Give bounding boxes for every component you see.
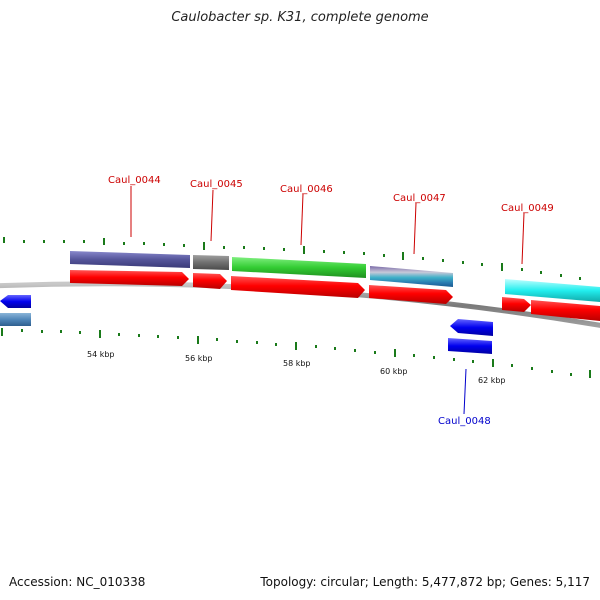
gene-caul-0046-cog-block[interactable] xyxy=(232,257,366,278)
inner-tick-row xyxy=(1,328,591,378)
scale-label-58kbp: 58 kbp xyxy=(283,359,311,368)
leader-caul-0047 xyxy=(413,202,417,255)
label-caul-0047[interactable]: Caul_0047 xyxy=(393,193,446,204)
outer-tick-row xyxy=(3,237,581,280)
gene-caul-0048-arrow[interactable] xyxy=(450,319,493,336)
gene-caul-0049a-arrow[interactable] xyxy=(502,297,531,312)
genome-title: Caulobacter sp. K31, complete genome xyxy=(171,10,429,25)
gene-caul-0047-cog-block[interactable] xyxy=(370,266,453,287)
label-caul-0046[interactable]: Caul_0046 xyxy=(280,184,333,195)
label-leaders xyxy=(130,186,525,415)
leader-caul-0045 xyxy=(210,189,214,242)
leader-caul-0049 xyxy=(521,212,525,265)
gene-caul-0044-arrow[interactable] xyxy=(70,270,189,286)
scale-label-60kbp: 60 kbp xyxy=(380,367,408,376)
scale-label-62kbp: 62 kbp xyxy=(478,376,506,385)
leader-caul-0048 xyxy=(463,368,467,415)
label-caul-0045[interactable]: Caul_0045 xyxy=(190,179,243,190)
gene-caul-0046-arrow[interactable] xyxy=(231,276,365,298)
gene-left-edge-cog-block[interactable] xyxy=(0,313,31,326)
gene-caul-0044-cog-block[interactable] xyxy=(70,251,190,268)
gene-caul-0049b-arrow[interactable] xyxy=(531,300,600,321)
label-caul-0049[interactable]: Caul_0049 xyxy=(501,203,554,214)
scale-label-56kbp: 56 kbp xyxy=(185,354,213,363)
label-caul-0044[interactable]: Caul_0044 xyxy=(108,175,161,186)
gene-caul-0047-arrow[interactable] xyxy=(369,285,453,304)
genome-summary-text: Topology: circular; Length: 5,477,872 bp… xyxy=(260,575,590,589)
gene-caul-0048-cog-block[interactable] xyxy=(448,338,492,354)
scale-label-54kbp: 54 kbp xyxy=(87,350,115,359)
gene-caul-0049-cog-block[interactable] xyxy=(505,279,600,302)
accession-text: Accession: NC_010338 xyxy=(9,575,146,589)
label-caul-0048[interactable]: Caul_0048 xyxy=(438,416,491,427)
leader-caul-0046 xyxy=(300,193,304,246)
gene-caul-0045-arrow[interactable] xyxy=(193,273,227,289)
gene-left-edge-arrow[interactable] xyxy=(0,295,31,308)
gene-caul-0045-cog-block[interactable] xyxy=(193,255,229,270)
